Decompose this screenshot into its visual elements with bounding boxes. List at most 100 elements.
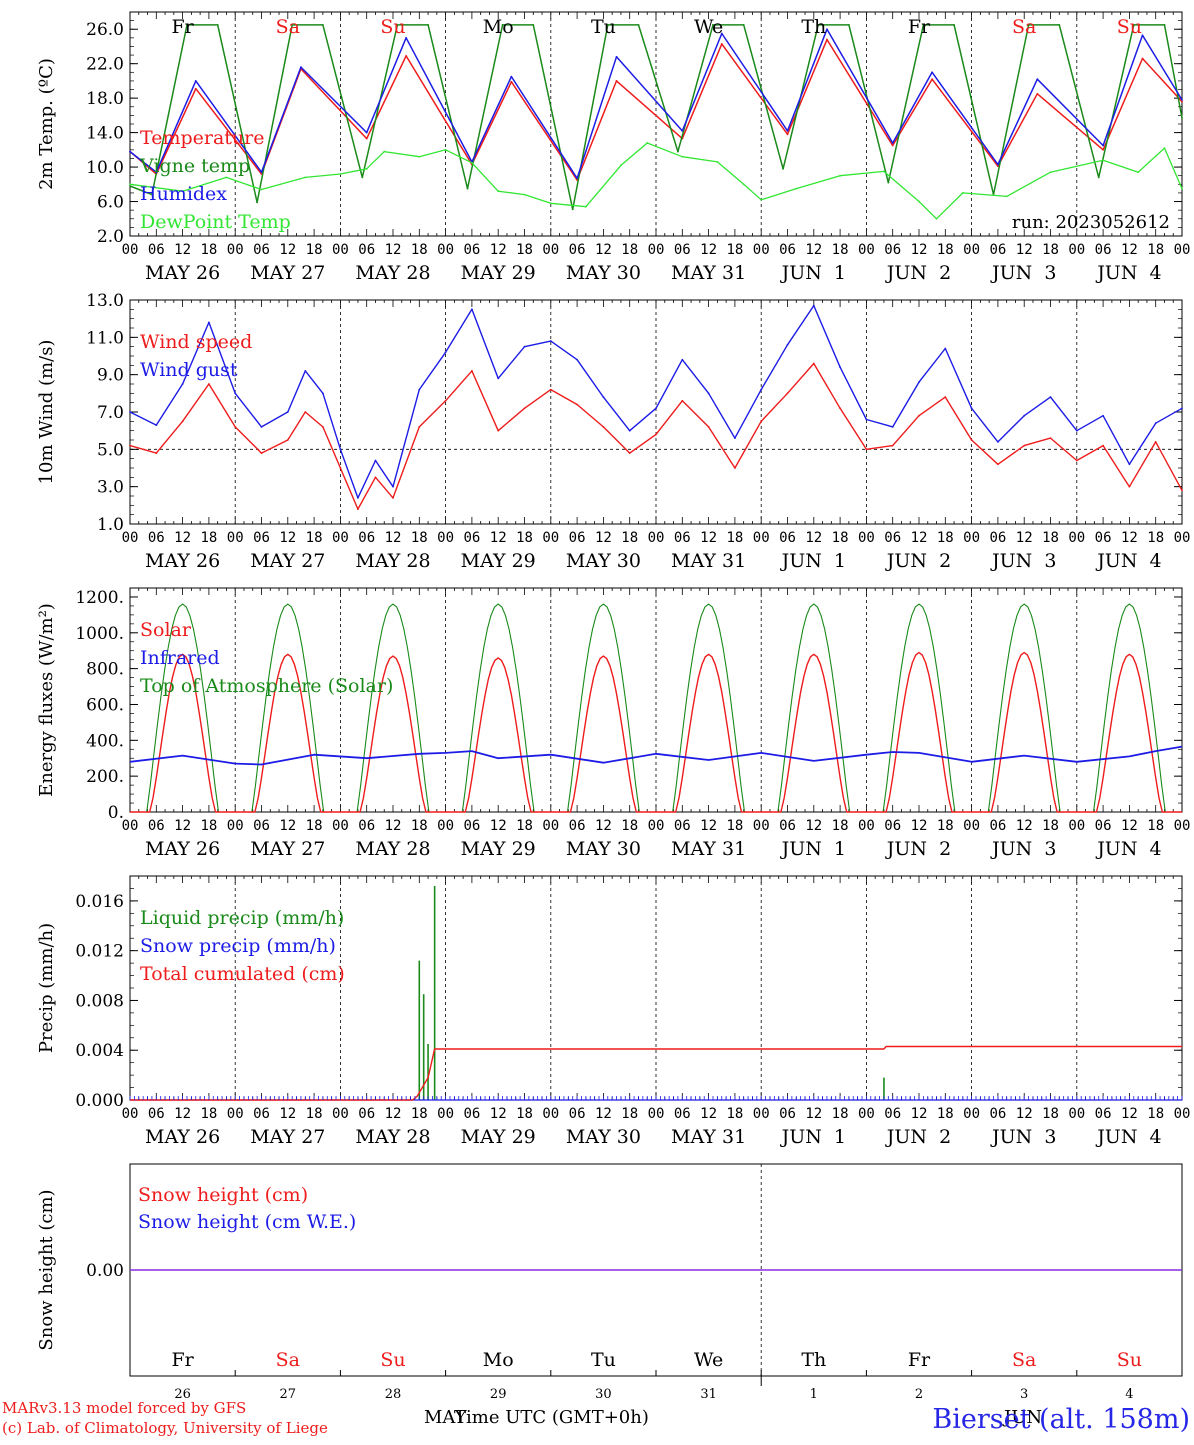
data-point xyxy=(357,508,359,510)
data-point xyxy=(760,198,763,201)
data-point xyxy=(549,340,552,342)
data-point xyxy=(1102,148,1104,151)
data-point xyxy=(497,190,500,193)
date-label: MAY 31 xyxy=(671,550,746,572)
y-tick-label: 10.0 xyxy=(86,158,124,178)
data-point xyxy=(1097,176,1100,179)
data-point xyxy=(584,205,587,208)
panel-1: 2.0 6.0 10.0 14.0 18.0 22.0 26.0 2m Temp. (ºC) 0… xyxy=(36,11,1190,284)
y-tick-label: 0.016 xyxy=(75,892,124,912)
weekday-label: Su xyxy=(1117,1349,1142,1371)
date-label: MAY 28 xyxy=(355,262,430,284)
data-point xyxy=(615,80,618,82)
model-credit: MARv3.13 model forced by GFS xyxy=(2,1399,246,1417)
hour-label: 12 xyxy=(174,530,191,546)
hour-label: 18 xyxy=(937,818,954,834)
lab-credit: (c) Lab. of Climatology, University of L… xyxy=(2,1419,328,1437)
hour-label: 06 xyxy=(463,818,480,834)
legend-item: Top of Atmosphere (Solar) xyxy=(140,675,393,697)
run-label: run: 2023052612 xyxy=(1012,212,1170,233)
hour-label: 12 xyxy=(490,818,507,834)
hour-label: 06 xyxy=(884,1106,901,1122)
weekday-label: Th xyxy=(801,16,826,38)
legend-item: Liquid precip (mm/h) xyxy=(140,907,344,929)
weekday-label: Th xyxy=(801,1349,826,1371)
day-number: 3 xyxy=(1020,1387,1028,1402)
hour-label: 06 xyxy=(569,242,586,258)
hour-label: 12 xyxy=(700,818,717,834)
data-point xyxy=(155,424,158,426)
hour-label: 18 xyxy=(200,530,217,546)
data-point xyxy=(444,351,447,354)
date-label: JUN 4 xyxy=(1095,838,1161,860)
data-point xyxy=(1181,187,1183,190)
data-point xyxy=(997,463,999,466)
hour-label: 18 xyxy=(1147,530,1164,546)
data-point xyxy=(646,142,649,144)
y-axis-label: Snow height (cm) xyxy=(36,1189,57,1350)
hour-label: 12 xyxy=(490,242,507,258)
hour-label: 18 xyxy=(832,242,849,258)
panel-3: 0. 200. 400. 600. 800. 1000. 1200. Energy fluxe… xyxy=(36,587,1190,860)
data-point xyxy=(365,131,368,134)
y-tick-label: 26.0 xyxy=(86,20,124,40)
hour-label: 12 xyxy=(490,530,507,546)
hour-label: 06 xyxy=(1095,242,1112,258)
data-point xyxy=(304,370,307,372)
data-point xyxy=(970,439,973,441)
data-point xyxy=(532,24,535,26)
data-point xyxy=(953,24,955,26)
hour-label: 00 xyxy=(858,818,875,834)
data-point xyxy=(300,66,302,69)
data-point xyxy=(628,429,631,432)
data-point xyxy=(208,321,210,324)
hour-label: 06 xyxy=(779,530,796,546)
data-point xyxy=(497,377,500,380)
date-label: JUN 4 xyxy=(1095,262,1161,284)
hour-label: 12 xyxy=(385,1106,402,1122)
day-number: 2 xyxy=(915,1387,923,1402)
hour-label: 00 xyxy=(542,242,559,258)
date-label: JUN 1 xyxy=(780,838,846,860)
hour-label: 18 xyxy=(621,530,638,546)
date-label: MAY 29 xyxy=(461,838,536,860)
data-point xyxy=(734,467,736,469)
data-point xyxy=(655,433,657,436)
hour-label: 12 xyxy=(385,530,402,546)
data-point xyxy=(339,467,342,469)
data-point xyxy=(961,192,964,194)
hour-label: 00 xyxy=(963,818,980,834)
data-point xyxy=(181,190,184,193)
data-point xyxy=(576,177,578,180)
date-label: JUN 3 xyxy=(990,838,1056,860)
date-label: MAY 29 xyxy=(461,262,536,284)
hour-label: 06 xyxy=(253,242,270,258)
data-point xyxy=(655,407,657,410)
data-point xyxy=(286,439,289,441)
data-point xyxy=(260,426,263,428)
hour-label: 18 xyxy=(200,1106,217,1122)
hour-label: 18 xyxy=(411,530,428,546)
data-point xyxy=(970,407,973,410)
hour-label: 00 xyxy=(648,242,665,258)
hour-label: 06 xyxy=(148,1106,165,1122)
hour-label: 18 xyxy=(306,242,323,258)
data-point xyxy=(742,183,745,186)
data-point xyxy=(523,345,526,348)
data-point xyxy=(304,411,307,413)
hour-label: 00 xyxy=(227,1106,244,1122)
data-point xyxy=(418,388,421,391)
hour-label: 18 xyxy=(621,818,638,834)
month-label: MAY xyxy=(424,1407,468,1428)
data-point xyxy=(1181,117,1183,119)
data-point xyxy=(234,426,237,428)
data-point xyxy=(405,36,408,39)
data-point xyxy=(720,42,723,45)
data-point xyxy=(1132,24,1135,26)
x-axis-label: Time UTC (GMT+0h) xyxy=(454,1407,649,1428)
data-point xyxy=(576,358,578,361)
hour-label: 12 xyxy=(1016,530,1033,546)
data-point xyxy=(1154,440,1157,443)
hour-label: 12 xyxy=(385,242,402,258)
data-point xyxy=(501,24,504,26)
